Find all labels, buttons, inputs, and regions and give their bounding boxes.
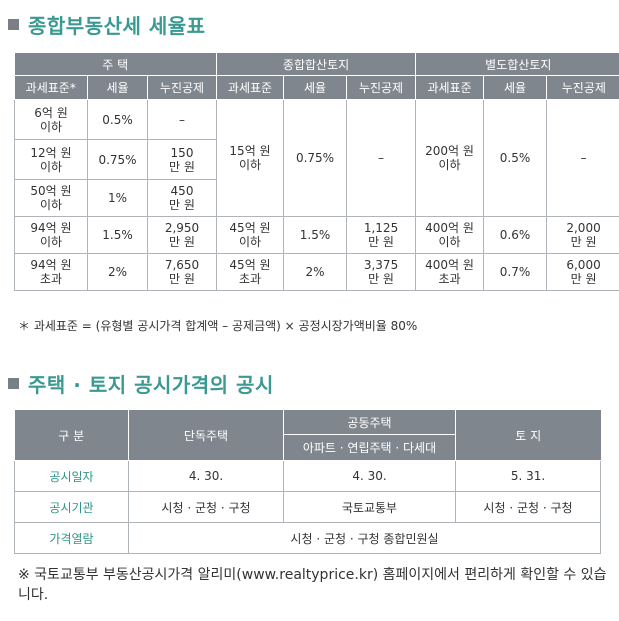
housing-deduction: 2,950 만 원 <box>146 216 218 254</box>
apartment-value: 국토교통부 <box>283 491 456 523</box>
header-apartment-group: 공동주택 <box>283 410 456 435</box>
column-header: 과세표준* <box>14 75 88 100</box>
combined-land-base: 15억 원 이하 <box>216 99 285 217</box>
row-label: 공시기관 <box>14 491 129 523</box>
single-house-value: 시청 · 군청 · 구청 <box>128 491 284 523</box>
housing-deduction: 7,650 만 원 <box>146 253 218 291</box>
square-bullet-icon <box>8 19 19 30</box>
realtyprice-notice: ※ 국토교통부 부동산공시가격 알리미(www.realtyprice.kr) … <box>18 567 607 603</box>
group-header-housing: 주 택 <box>14 53 217 76</box>
section-heading-publication: 주택 · 토지 공시가격의 공시 <box>8 369 274 398</box>
single-house-value: 4. 30. <box>128 460 284 492</box>
combined-land-base: 45억 원 이하 <box>216 216 285 254</box>
header-land: 토 지 <box>455 410 601 461</box>
section-heading-tax: 종합부동산세 세율표 <box>8 10 206 39</box>
housing-base: 6억 원 이하 <box>14 99 88 140</box>
housing-deduction: – <box>146 99 218 140</box>
header-apartment-sub: 아파트 · 연립주택 · 다세대 <box>283 434 456 461</box>
column-header: 누진공제 <box>546 75 619 100</box>
combined-land-rate: 2% <box>283 253 348 291</box>
section-title: 주택 · 토지 공시가격의 공시 <box>28 373 274 397</box>
column-header: 세율 <box>87 75 148 100</box>
tax-rate-table: 주 택 종합합산토지 별도합산토지 과세표준* 세율 누진공제 과세표준 세율 … <box>14 53 619 291</box>
column-header: 누진공제 <box>146 75 217 100</box>
row-label: 공시일자 <box>14 460 129 492</box>
column-header: 과세표준 <box>216 75 284 100</box>
separate-land-deduction: 6,000 만 원 <box>546 253 619 291</box>
header-gubun: 구 분 <box>14 410 129 461</box>
housing-base: 12억 원 이하 <box>14 139 88 180</box>
section-title: 종합부동산세 세율표 <box>28 14 206 38</box>
separate-land-deduction: – <box>546 99 619 217</box>
housing-rate: 0.75% <box>87 139 148 180</box>
housing-base: 50억 원 이하 <box>14 179 88 217</box>
column-header: 누진공제 <box>346 75 416 100</box>
housing-base: 94억 원 이하 <box>14 216 88 254</box>
combined-land-base: 45억 원 초과 <box>216 253 285 291</box>
housing-rate: 1.5% <box>87 216 148 254</box>
separate-land-deduction: 2,000 만 원 <box>546 216 619 254</box>
separate-land-rate: 0.7% <box>483 253 548 291</box>
combined-land-rate: 0.75% <box>283 99 348 217</box>
row-label: 가격열람 <box>14 522 129 554</box>
group-header-combined-land: 종합합산토지 <box>216 53 416 76</box>
square-bullet-icon <box>8 378 19 389</box>
tax-base-footnote: ＊ 과세표준 = (유형별 공시가격 합계액 – 공제금액) × 공정시장가액비… <box>18 319 418 333</box>
column-header: 세율 <box>283 75 347 100</box>
separate-land-base: 200억 원 이하 <box>415 99 485 217</box>
housing-rate: 2% <box>87 253 148 291</box>
housing-rate: 1% <box>87 179 148 217</box>
housing-deduction: 150 만 원 <box>146 139 218 180</box>
separate-land-rate: 0.5% <box>483 99 548 217</box>
combined-land-deduction: 1,125 만 원 <box>346 216 417 254</box>
housing-rate: 0.5% <box>87 99 148 140</box>
land-value: 시청 · 군청 · 구청 <box>455 491 601 523</box>
housing-base: 94억 원 초과 <box>14 253 88 291</box>
public-price-table: 구 분 단독주택 공동주택 토 지 아파트 · 연립주택 · 다세대 공시일자 … <box>14 410 601 554</box>
combined-land-deduction: 3,375 만 원 <box>346 253 417 291</box>
housing-deduction: 450 만 원 <box>146 179 218 217</box>
column-header: 과세표준 <box>415 75 484 100</box>
view-location-value: 시청 · 군청 · 구청 종합민원실 <box>128 522 601 554</box>
land-value: 5. 31. <box>455 460 601 492</box>
header-single-house: 단독주택 <box>128 410 284 461</box>
combined-land-rate: 1.5% <box>283 216 348 254</box>
separate-land-rate: 0.6% <box>483 216 548 254</box>
group-header-separate-land: 별도합산토지 <box>415 53 619 76</box>
separate-land-base: 400억 원 이하 <box>415 216 485 254</box>
apartment-value: 4. 30. <box>283 460 456 492</box>
separate-land-base: 400억 원 초과 <box>415 253 485 291</box>
combined-land-deduction: – <box>346 99 417 217</box>
column-header: 세율 <box>483 75 547 100</box>
